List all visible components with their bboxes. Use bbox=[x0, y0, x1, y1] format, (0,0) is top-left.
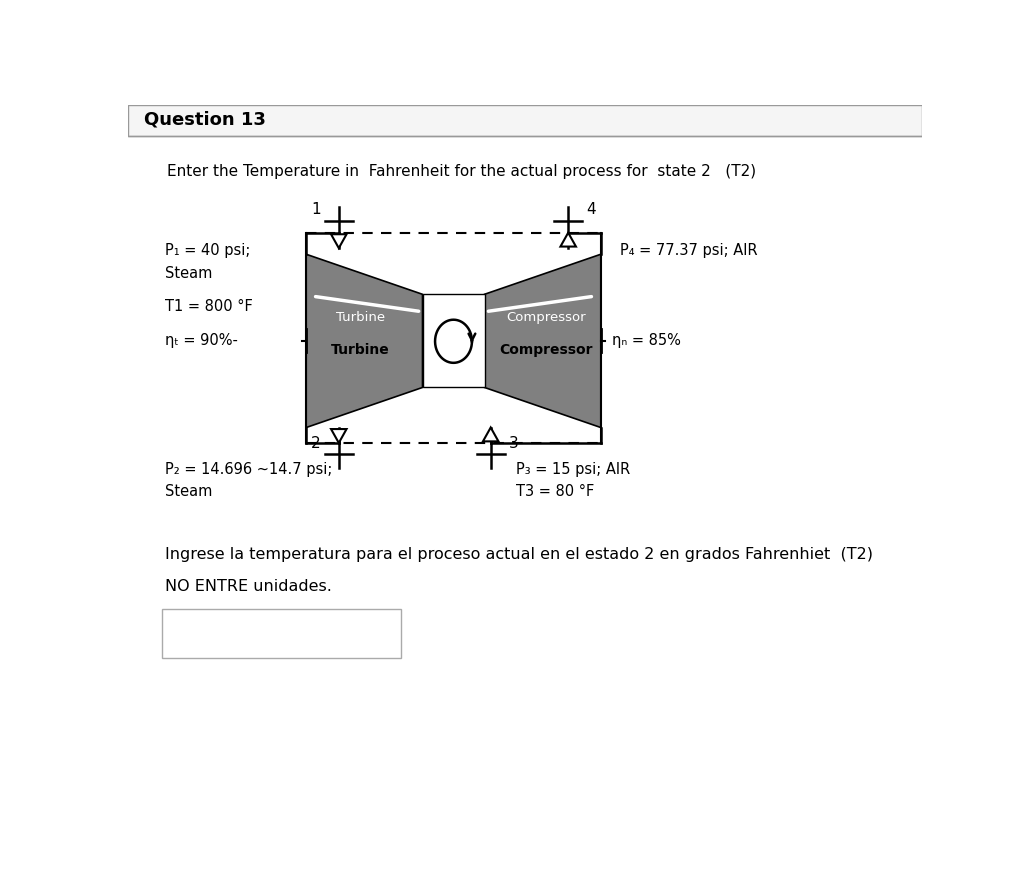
Text: Turbine: Turbine bbox=[336, 311, 385, 324]
Text: Turbine: Turbine bbox=[331, 343, 390, 357]
Bar bbox=[423, 295, 484, 387]
Polygon shape bbox=[483, 427, 499, 441]
Text: Ingrese la temperatura para el proceso actual en el estado 2 en grados Fahrenhie: Ingrese la temperatura para el proceso a… bbox=[165, 547, 873, 562]
Text: T1 = 800 °F: T1 = 800 °F bbox=[165, 299, 253, 314]
Text: P₁ = 40 psi;: P₁ = 40 psi; bbox=[165, 243, 251, 258]
Bar bbox=[128, 105, 922, 135]
Text: P₄ = 77.37 psi; AIR: P₄ = 77.37 psi; AIR bbox=[621, 243, 758, 258]
Text: Enter the Temperature in  Fahrenheit for the actual process for  state 2   (T2): Enter the Temperature in Fahrenheit for … bbox=[167, 163, 756, 178]
Text: 1: 1 bbox=[311, 202, 321, 218]
Text: 2: 2 bbox=[311, 435, 321, 451]
Text: Compressor: Compressor bbox=[500, 343, 593, 357]
Text: NO ENTRE unidades.: NO ENTRE unidades. bbox=[165, 579, 332, 594]
Text: 4: 4 bbox=[586, 202, 596, 218]
Text: Question 13: Question 13 bbox=[143, 110, 265, 128]
Text: Steam: Steam bbox=[165, 266, 213, 281]
Text: 3: 3 bbox=[509, 435, 518, 451]
Text: P₃ = 15 psi; AIR: P₃ = 15 psi; AIR bbox=[515, 462, 630, 477]
Text: ηₜ = 90%-: ηₜ = 90%- bbox=[165, 333, 238, 348]
Polygon shape bbox=[306, 254, 423, 427]
Text: Compressor: Compressor bbox=[507, 311, 587, 324]
Polygon shape bbox=[331, 234, 346, 248]
Text: Steam: Steam bbox=[165, 484, 213, 499]
Text: P₂ = 14.696 ~14.7 psi;: P₂ = 14.696 ~14.7 psi; bbox=[165, 462, 333, 477]
Polygon shape bbox=[560, 232, 575, 246]
Text: T3 = 80 °F: T3 = 80 °F bbox=[515, 484, 594, 499]
Polygon shape bbox=[484, 254, 601, 427]
Polygon shape bbox=[331, 429, 346, 443]
FancyBboxPatch shape bbox=[162, 609, 400, 658]
Text: ηₙ = 85%: ηₙ = 85% bbox=[612, 333, 681, 348]
